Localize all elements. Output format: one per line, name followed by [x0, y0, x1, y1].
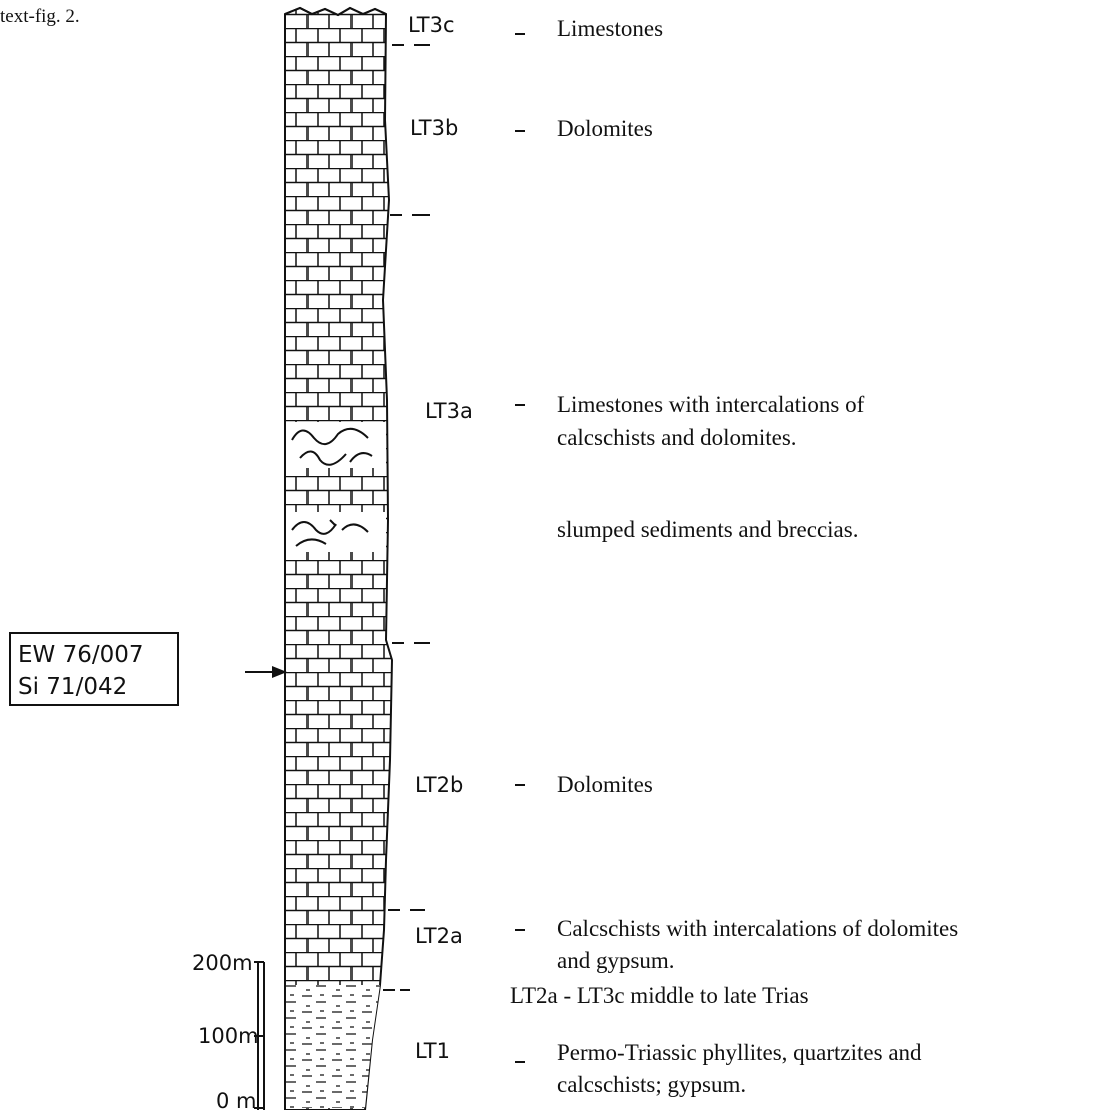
separator-dashes: [515, 34, 525, 1062]
sample-label: EW 76/007: [18, 642, 144, 668]
unit-code: LT2a: [415, 924, 463, 948]
unit-description: Limestones: [557, 16, 663, 41]
column: [285, 8, 392, 1110]
caption: text-fig. 2.: [0, 6, 80, 27]
unit-description: Dolomites: [557, 116, 653, 141]
unit-code: LT3a: [425, 399, 473, 423]
unit-code: LT3b: [410, 116, 458, 140]
unit-code: LT3c: [408, 13, 455, 37]
sample-label: Si 71/042: [18, 674, 127, 700]
scale-label: 0 m: [216, 1089, 257, 1110]
unit-code: LT1: [415, 1039, 450, 1063]
scale-label: 200m: [192, 951, 253, 975]
boundaries: [383, 45, 430, 990]
scale-label: 100m: [198, 1024, 259, 1048]
unit-description: Permo-Triassic phyllites, quartzites and: [557, 1040, 922, 1065]
unit-description: Dolomites: [557, 772, 653, 797]
slump-note: slumped sediments and breccias.: [557, 517, 858, 542]
stratigraphic-column-figure: text-fig. 2. LT3c Limestones LT3b Dolomi…: [0, 0, 1110, 1110]
unit-description: calcschists; gypsum.: [557, 1072, 746, 1097]
unit-description: and gypsum.: [557, 948, 675, 973]
unit-description: calcschists and dolomites.: [557, 425, 797, 450]
unit-description: Calcschists with intercalations of dolom…: [557, 916, 958, 941]
age-note: LT2a - LT3c middle to late Trias: [510, 983, 809, 1008]
unit-description: Limestones with intercalations of: [557, 392, 865, 417]
unit-code: LT2b: [415, 773, 463, 797]
